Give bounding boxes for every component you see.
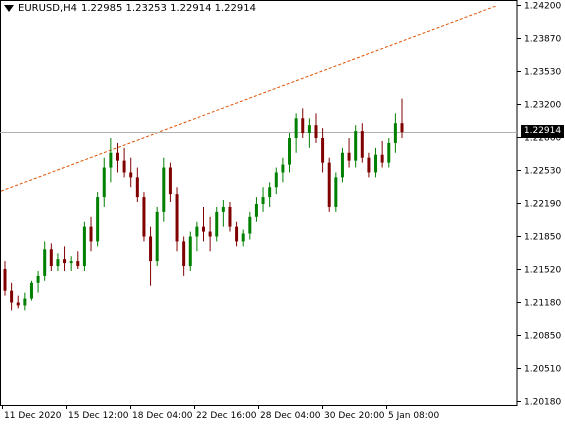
candle-body	[274, 172, 278, 188]
plot-frame	[0, 0, 518, 406]
y-tick-label: 1.20180	[524, 398, 561, 408]
candle-body	[115, 152, 119, 161]
current-price-tag: 1.22914	[521, 125, 564, 138]
candle-body	[288, 137, 292, 165]
candle-body	[314, 125, 318, 138]
y-tick-label: 1.21850	[524, 233, 561, 243]
candle-body	[188, 236, 192, 267]
candle-body	[96, 197, 100, 242]
candle-body	[195, 226, 199, 237]
candle-body	[321, 137, 325, 163]
x-tick-label: 30 Dec 20:00	[324, 411, 385, 421]
candle-body	[374, 154, 378, 173]
candle-body	[215, 211, 219, 237]
candle-body	[23, 298, 27, 306]
y-tick-label: 1.23530	[524, 68, 561, 78]
candle-body	[294, 118, 298, 138]
candle-body	[281, 164, 285, 173]
candle-body	[327, 162, 331, 207]
candle-body	[347, 152, 351, 161]
candle-body	[241, 233, 245, 242]
x-tick-label: 22 Dec 16:00	[196, 411, 257, 421]
candle-body	[175, 194, 179, 242]
y-tick-label: 1.22530	[524, 167, 561, 177]
candle-body	[367, 157, 371, 173]
candle-body	[29, 282, 33, 299]
candle-body	[387, 142, 391, 163]
candle-body	[254, 203, 258, 217]
candle-body	[16, 302, 20, 306]
candle-body	[301, 118, 305, 134]
y-tick-label: 1.24200	[524, 2, 561, 12]
candle-body	[268, 187, 272, 198]
y-tick-label: 1.22860	[524, 134, 561, 144]
y-tick-label: 1.21180	[524, 299, 561, 309]
candle-body	[155, 211, 159, 262]
candle-body	[182, 241, 186, 267]
candle-body	[168, 167, 172, 195]
candle-body	[354, 131, 358, 161]
x-tick-label: 18 Dec 04:00	[132, 411, 193, 421]
candle-body	[43, 249, 47, 276]
candle-body	[49, 249, 53, 267]
x-tick-label: 11 Dec 2020	[4, 411, 62, 421]
candle-body	[149, 236, 153, 262]
candle-body	[360, 131, 364, 158]
candle-body	[82, 226, 86, 267]
trendline	[0, 5, 497, 192]
candle-body	[162, 167, 166, 212]
candle-body	[129, 172, 133, 178]
candle-body	[248, 216, 252, 234]
candle-body	[221, 206, 225, 212]
candle-body	[208, 231, 212, 237]
y-tick-label: 1.22190	[524, 200, 561, 210]
candle-body	[135, 177, 139, 198]
candle-body	[36, 275, 40, 283]
ohlc-values: 1.22985 1.23253 1.22914 1.22914	[81, 3, 256, 14]
candle-body	[109, 152, 113, 168]
candle-body	[334, 177, 338, 207]
y-tick-label: 1.23200	[524, 101, 561, 111]
candle-body	[63, 259, 67, 264]
candle-body	[3, 269, 7, 291]
y-tick-label: 1.20850	[524, 332, 561, 342]
candle-body	[340, 152, 344, 178]
candle-body	[380, 154, 384, 163]
candle-body	[400, 123, 404, 133]
collapse-triangle-icon[interactable]	[4, 5, 14, 12]
candle-body	[122, 160, 126, 173]
x-tick-label: 5 Jan 08:00	[388, 411, 440, 421]
candle-body	[102, 167, 106, 198]
candle-body	[202, 226, 205, 232]
chart-header: EURUSD,H4 1.22985 1.23253 1.22914 1.2291…	[4, 3, 256, 14]
y-tick-label: 1.21520	[524, 266, 561, 276]
candle-body	[228, 206, 232, 227]
candle-body	[142, 197, 146, 237]
y-tick-label: 1.23870	[524, 35, 561, 45]
candle-body	[393, 123, 397, 143]
x-tick-label: 15 Dec 12:00	[68, 411, 129, 421]
symbol-timeframe: EURUSD,H4	[18, 3, 78, 14]
candle-body	[307, 125, 311, 134]
candle-body	[56, 259, 60, 267]
candle-body	[235, 226, 239, 242]
candle-body	[89, 226, 93, 242]
candle-body	[10, 290, 14, 303]
candle-body	[69, 261, 73, 264]
candle-body	[76, 261, 80, 267]
x-tick-label: 28 Dec 04:00	[260, 411, 321, 421]
y-tick-label: 1.20510	[524, 365, 561, 375]
candle-body	[261, 197, 265, 204]
